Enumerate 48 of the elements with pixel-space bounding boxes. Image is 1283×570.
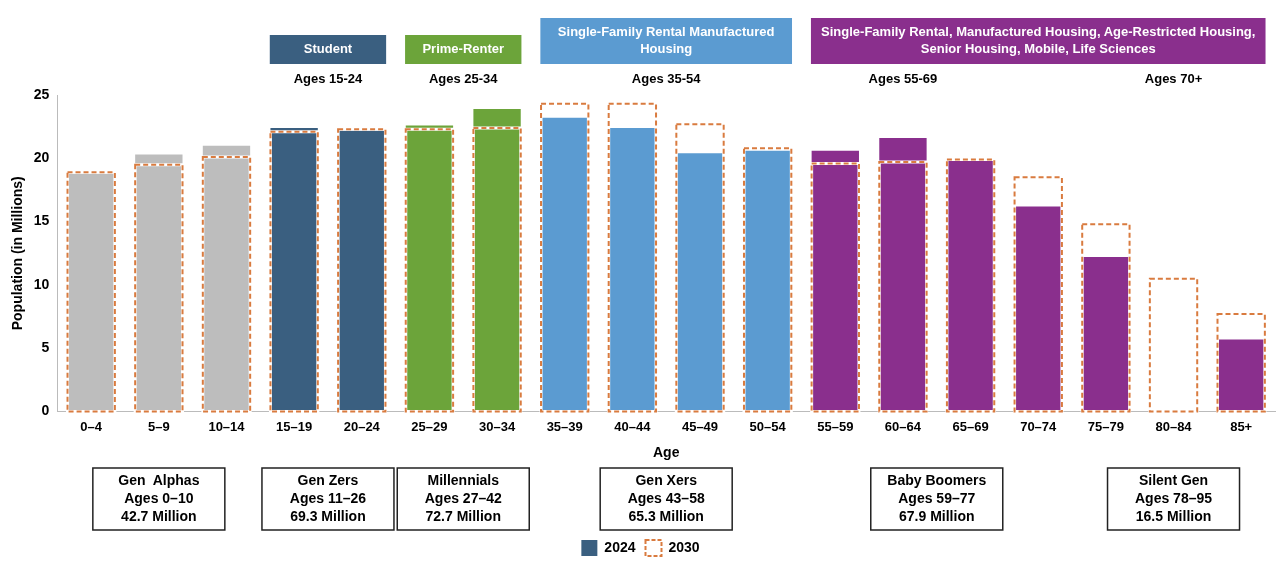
bar — [676, 153, 724, 412]
x-axis-title: Age — [652, 444, 680, 461]
text: Ages 55-69 — [868, 70, 938, 86]
y-tick-label: 15 — [33, 212, 50, 229]
x-tick-label: 50–54 — [749, 418, 787, 434]
x-tick-label: 15–19 — [276, 418, 313, 434]
text: Gen Zers Ages 11–26 69.3 Million — [289, 471, 367, 524]
y-tick-label: 0 — [41, 402, 50, 419]
x-tick-label: 65–69 — [952, 418, 989, 434]
x-tick-label: 80–84 — [1155, 418, 1193, 434]
y-axis-title: Population (in Millions) — [9, 176, 26, 331]
x-tick-label: 45–49 — [681, 418, 719, 434]
x-tick-label: 25–29 — [411, 418, 448, 434]
text: Gen Alphas Ages 0–10 42.7 Million — [118, 471, 200, 524]
bar — [1014, 206, 1062, 412]
x-tick-label: 30–34 — [478, 418, 516, 434]
text: Silent Gen Ages 78–95 16.5 Million — [1135, 471, 1213, 524]
y-tick-label: 5 — [41, 339, 50, 356]
text: Student — [303, 41, 353, 57]
x-tick-label: 5–9 — [147, 418, 170, 434]
x-tick-label: 60–64 — [884, 418, 922, 434]
x-tick-label: 75–79 — [1087, 418, 1124, 434]
text: Ages 15-24 — [293, 70, 364, 86]
x-tick-label: 70–74 — [1020, 418, 1058, 434]
text: Gen Xers Ages 43–58 65.3 Million — [627, 471, 705, 524]
legend-label: 2030 — [668, 538, 700, 555]
legend-label: 2024 — [604, 538, 636, 555]
x-tick-label: 85+ — [1230, 418, 1253, 434]
x-tick-label: 55–59 — [817, 418, 854, 434]
x-tick-label: 40–44 — [614, 418, 652, 434]
x-tick-label: 20–24 — [343, 418, 381, 434]
y-tick-label: 10 — [33, 275, 50, 292]
text: Ages 35-54 — [631, 70, 702, 86]
text: Baby Boomers Ages 59–77 67.9 Million — [887, 471, 987, 524]
x-tick-label: 10–14 — [208, 418, 246, 434]
bar — [1082, 257, 1130, 412]
bar — [879, 138, 927, 412]
text: Millennials Ages 27–42 72.7 Million — [424, 471, 502, 524]
text: Ages 70+ — [1144, 70, 1203, 86]
y-tick-label: 25 — [33, 85, 50, 102]
y-tick-label: 20 — [33, 149, 50, 166]
bar — [1217, 339, 1265, 412]
text: Single-Family Rental, Manufactured Housing, Age-Restricted Housing, Senior Housing, Mobile, Life Sciences — [821, 24, 1256, 57]
x-tick-label: 0–4 — [80, 418, 103, 434]
text: Single-Family Rental Manufactured Housing — [557, 24, 775, 57]
text: Ages 25-34 — [428, 70, 499, 86]
x-tick-label: 35–39 — [546, 418, 583, 434]
text: Prime-Renter — [422, 41, 505, 57]
